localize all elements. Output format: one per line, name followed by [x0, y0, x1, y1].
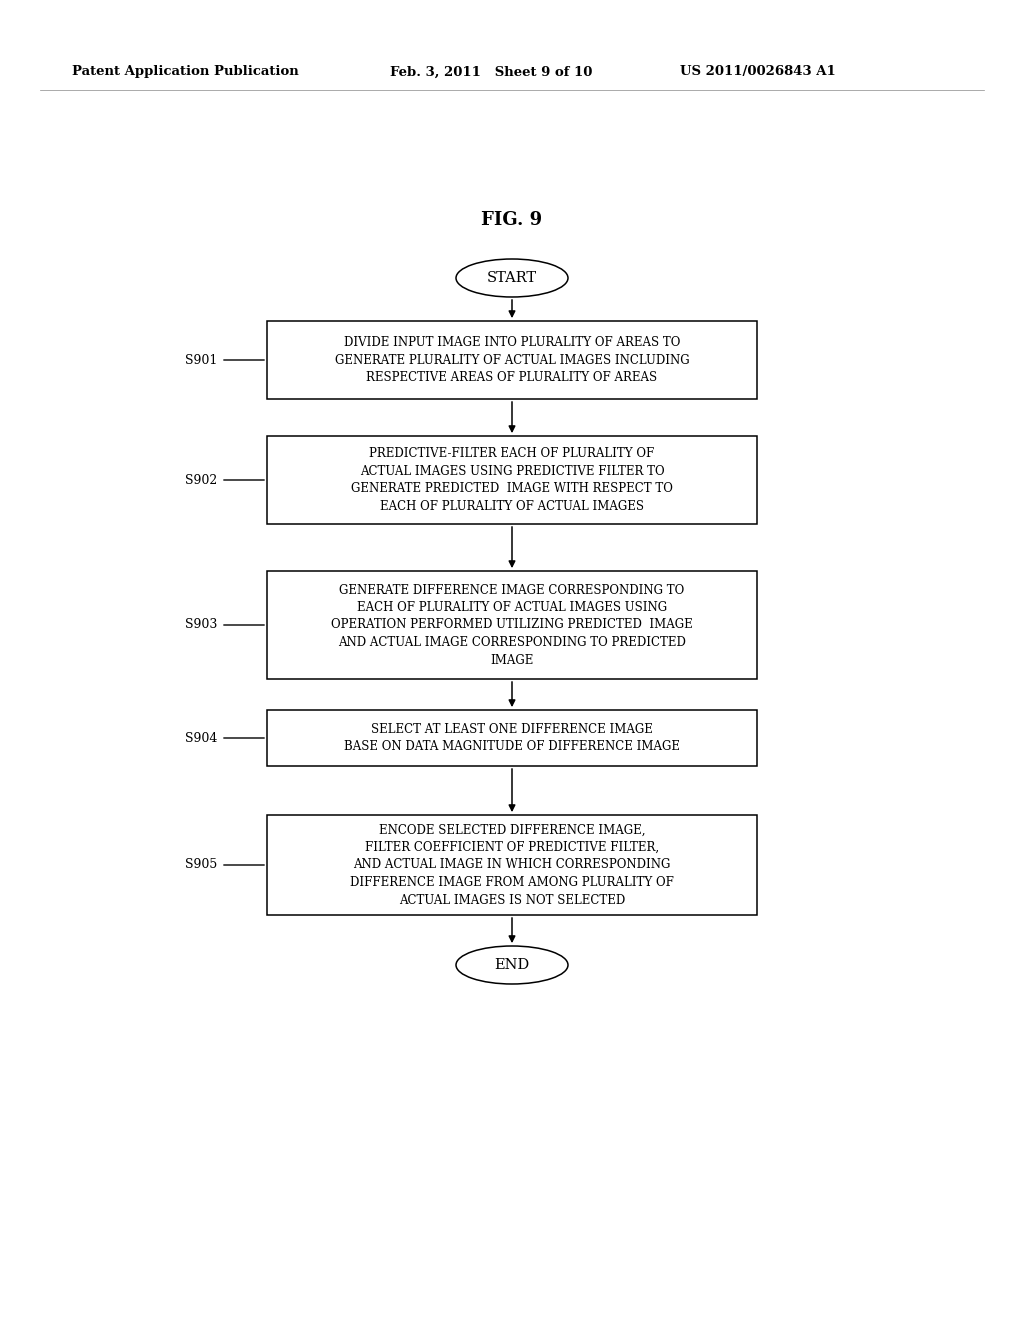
Text: GENERATE DIFFERENCE IMAGE CORRESPONDING TO
EACH OF PLURALITY OF ACTUAL IMAGES US: GENERATE DIFFERENCE IMAGE CORRESPONDING … [331, 583, 693, 667]
Text: S901: S901 [184, 354, 217, 367]
Text: S902: S902 [184, 474, 217, 487]
Ellipse shape [456, 259, 568, 297]
FancyBboxPatch shape [267, 710, 757, 766]
FancyBboxPatch shape [267, 814, 757, 915]
Text: US 2011/0026843 A1: US 2011/0026843 A1 [680, 66, 836, 78]
Text: Patent Application Publication: Patent Application Publication [72, 66, 299, 78]
Text: S903: S903 [184, 619, 217, 631]
FancyBboxPatch shape [267, 321, 757, 399]
Text: Feb. 3, 2011   Sheet 9 of 10: Feb. 3, 2011 Sheet 9 of 10 [390, 66, 592, 78]
Text: S905: S905 [184, 858, 217, 871]
Text: S904: S904 [184, 731, 217, 744]
Text: FIG. 9: FIG. 9 [481, 211, 543, 228]
FancyBboxPatch shape [267, 436, 757, 524]
Text: ENCODE SELECTED DIFFERENCE IMAGE,
FILTER COEFFICIENT OF PREDICTIVE FILTER,
AND A: ENCODE SELECTED DIFFERENCE IMAGE, FILTER… [350, 824, 674, 907]
Ellipse shape [456, 946, 568, 983]
Text: END: END [495, 958, 529, 972]
Text: PREDICTIVE-FILTER EACH OF PLURALITY OF
ACTUAL IMAGES USING PREDICTIVE FILTER TO
: PREDICTIVE-FILTER EACH OF PLURALITY OF A… [351, 447, 673, 512]
Text: SELECT AT LEAST ONE DIFFERENCE IMAGE
BASE ON DATA MAGNITUDE OF DIFFERENCE IMAGE: SELECT AT LEAST ONE DIFFERENCE IMAGE BAS… [344, 723, 680, 754]
Text: DIVIDE INPUT IMAGE INTO PLURALITY OF AREAS TO
GENERATE PLURALITY OF ACTUAL IMAGE: DIVIDE INPUT IMAGE INTO PLURALITY OF ARE… [335, 337, 689, 384]
Text: START: START [487, 271, 537, 285]
FancyBboxPatch shape [267, 572, 757, 678]
